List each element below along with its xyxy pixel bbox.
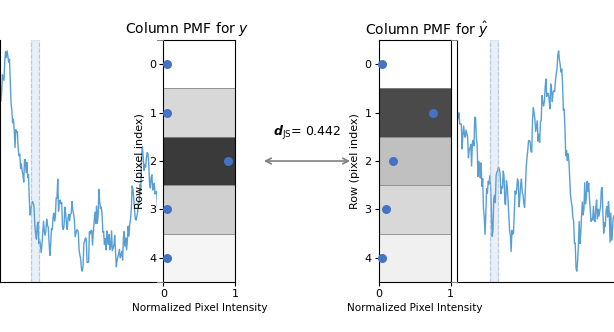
Text: $\boldsymbol{d}_{\mathrm{JS}}$= 0.442: $\boldsymbol{d}_{\mathrm{JS}}$= 0.442: [273, 124, 341, 142]
Point: [381, 207, 391, 212]
Y-axis label: Row (pixel index): Row (pixel index): [135, 113, 145, 209]
Point: [162, 110, 172, 115]
Text: Column PMF for $\hat{y}$: Column PMF for $\hat{y}$: [365, 20, 489, 40]
Y-axis label: Row (pixel index): Row (pixel index): [350, 113, 360, 209]
Bar: [163, 40, 236, 88]
Point: [428, 110, 438, 115]
Point: [162, 255, 172, 261]
Bar: [163, 88, 236, 137]
Bar: [491, 40, 498, 282]
Bar: [378, 234, 451, 282]
Bar: [163, 137, 236, 185]
Point: [162, 207, 172, 212]
Point: [223, 158, 233, 164]
Point: [377, 255, 387, 261]
Point: [388, 158, 398, 164]
Bar: [378, 40, 451, 88]
Bar: [31, 40, 39, 282]
X-axis label: Normalized Pixel Intensity: Normalized Pixel Intensity: [131, 303, 267, 313]
Text: Column PMF for $y$: Column PMF for $y$: [125, 20, 249, 38]
Bar: [163, 185, 236, 234]
Point: [162, 61, 172, 67]
Point: [377, 61, 387, 67]
X-axis label: Normalized Pixel Intensity: Normalized Pixel Intensity: [347, 303, 483, 313]
Bar: [163, 234, 236, 282]
Bar: [378, 185, 451, 234]
Bar: [378, 137, 451, 185]
Bar: [378, 88, 451, 137]
